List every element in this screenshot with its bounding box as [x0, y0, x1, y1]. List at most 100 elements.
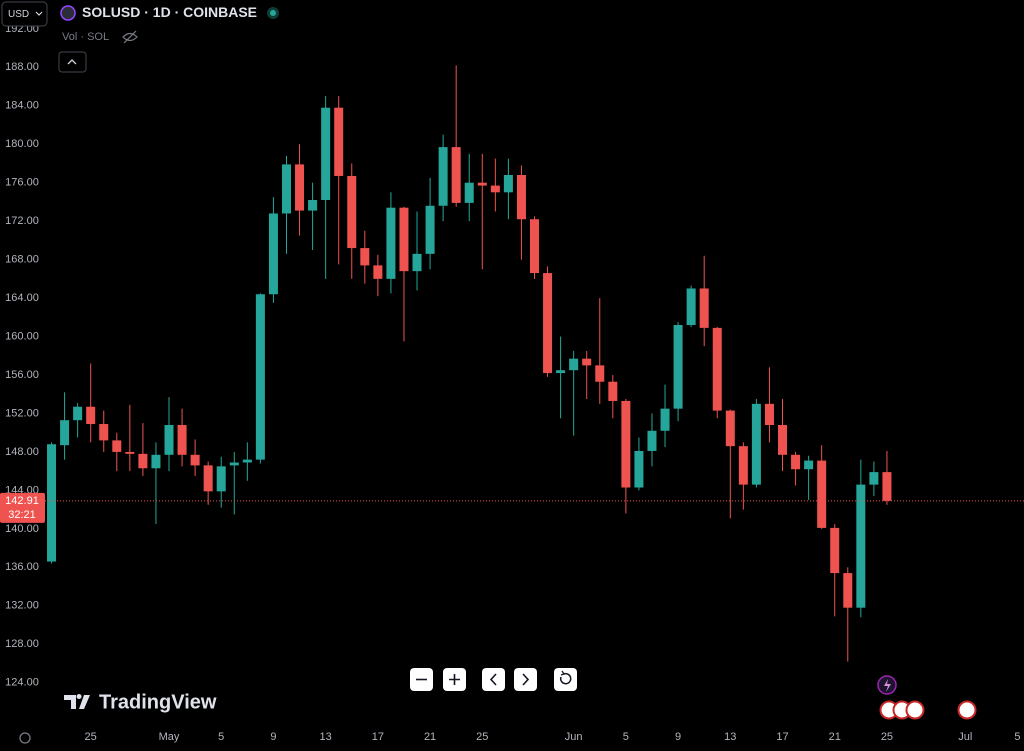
y-tick-label: 128.00 — [5, 638, 39, 650]
event-flag[interactable] — [905, 700, 925, 720]
candle-body — [190, 454, 200, 466]
candle-body — [255, 294, 265, 460]
y-tick-label: 132.00 — [5, 600, 39, 612]
candle-body — [608, 381, 618, 401]
x-tick-label: 17 — [776, 731, 788, 743]
candle-body — [634, 450, 644, 488]
candle-body — [830, 527, 840, 574]
collapse-arrow — [67, 59, 77, 65]
collapse-box[interactable] — [58, 51, 87, 73]
candle-body — [334, 107, 344, 176]
candle-body — [360, 248, 370, 266]
last-price-box — [0, 492, 45, 523]
nav-buttons — [410, 668, 577, 691]
dropdown-arrow — [35, 11, 43, 16]
candle-body — [856, 484, 866, 608]
currency-dropdown[interactable]: USD — [1, 1, 48, 27]
x-tick-label: 9 — [675, 731, 681, 743]
settings-icon[interactable] — [19, 732, 31, 744]
x-tick-label: 25 — [85, 731, 97, 743]
candle-body — [647, 430, 657, 451]
candle-body — [712, 327, 722, 411]
right-icon — [522, 673, 530, 686]
candle-body — [490, 185, 500, 193]
candle-body — [112, 440, 122, 452]
x-tick-label: Jul — [958, 731, 972, 743]
candle-body — [869, 472, 879, 485]
candle-body — [295, 164, 305, 211]
y-tick-label: 156.00 — [5, 369, 39, 381]
events — [877, 675, 977, 720]
candle-body — [843, 573, 853, 608]
candle-body — [804, 460, 814, 470]
reset-chart[interactable] — [554, 668, 577, 691]
countdown-label: 32:21 — [8, 509, 36, 521]
candle-body — [177, 425, 187, 455]
hide-volume[interactable] — [122, 30, 138, 44]
x-tick-label: 21 — [424, 731, 436, 743]
candle-body — [99, 424, 109, 441]
button[interactable] — [514, 668, 537, 691]
brand-name: TradingView — [99, 691, 217, 713]
candle-body — [321, 107, 331, 200]
candle-body — [412, 253, 422, 272]
x-tick-label: 9 — [270, 731, 276, 743]
candle-body — [660, 408, 670, 431]
left-icon — [489, 673, 497, 686]
button[interactable] — [554, 668, 577, 691]
candle-body — [216, 466, 226, 492]
candle-body — [751, 403, 761, 485]
candle-body — [347, 175, 357, 249]
reset-icon — [559, 672, 572, 685]
candle-body — [791, 454, 801, 470]
candle-body — [151, 454, 161, 469]
x-tick-label: 25 — [476, 731, 488, 743]
y-tick-label: 160.00 — [5, 330, 39, 342]
candle-body — [373, 265, 383, 279]
candle-body — [778, 425, 788, 455]
currency[interactable]: USD — [8, 9, 29, 20]
candle-body — [164, 425, 174, 455]
y-tick-label: 124.00 — [5, 677, 39, 689]
y-tick-label: 164.00 — [5, 292, 39, 304]
x-tick-label: May — [159, 731, 180, 743]
candle-body — [556, 370, 566, 374]
candle-body — [530, 219, 539, 274]
candle-body — [229, 462, 239, 466]
candle-body — [268, 213, 278, 295]
candle-body — [386, 207, 396, 279]
candle-body — [569, 358, 579, 371]
collapse-button[interactable] — [58, 51, 87, 73]
candle-body — [516, 175, 526, 220]
y-tick-label: 180.00 — [5, 138, 39, 150]
volume-label: Vol · SOL — [62, 31, 109, 43]
x-tick-label: 5 — [1014, 731, 1020, 743]
candle-body — [621, 400, 631, 488]
candle-body — [451, 147, 461, 203]
y-tick-label: 148.00 — [5, 446, 39, 458]
event-flag[interactable] — [957, 700, 977, 720]
currency-box[interactable] — [1, 1, 48, 27]
reset-arrow — [560, 670, 566, 676]
scroll-right[interactable] — [514, 668, 537, 691]
candle-body — [60, 420, 70, 446]
candle-body — [477, 182, 487, 186]
candle-body — [595, 365, 605, 382]
lightning-icon — [884, 679, 891, 692]
candle-body — [73, 406, 83, 421]
y-tick-label: 152.00 — [5, 407, 39, 419]
button[interactable] — [482, 668, 505, 691]
zoom-out[interactable] — [410, 668, 433, 691]
x-tick-label: Jun — [565, 731, 583, 743]
candle-body — [125, 451, 135, 454]
candle-body — [438, 147, 448, 206]
x-tick-label: 21 — [829, 731, 841, 743]
zoom-in[interactable] — [443, 668, 466, 691]
scroll-left[interactable] — [482, 668, 505, 691]
last-price-label: 142.91 — [5, 495, 39, 507]
candle-body — [138, 453, 148, 469]
symbol-logo — [60, 5, 76, 21]
candle-body — [817, 460, 827, 528]
